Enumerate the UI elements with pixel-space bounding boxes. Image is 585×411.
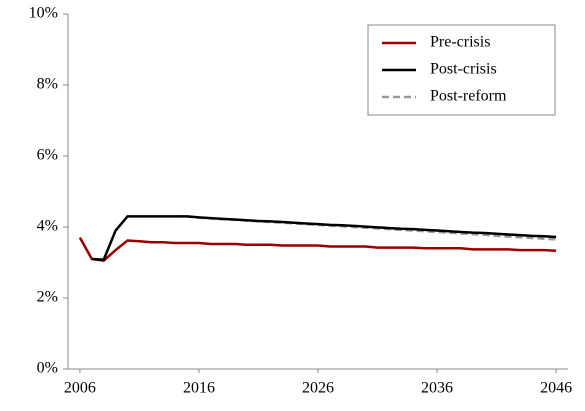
y-tick-label: 8%	[37, 76, 58, 93]
line	[78, 237, 557, 263]
x-tick-label: 2046	[540, 380, 572, 397]
y-tick-label: 6%	[37, 147, 58, 164]
x-tick-label: 2016	[183, 380, 215, 397]
y-tick-label: 10%	[29, 5, 58, 22]
x-tick-label: 2036	[421, 380, 453, 397]
legend-label: Post-reform	[430, 88, 507, 105]
x-tick-label: 2026	[302, 380, 334, 397]
x-tick-label: 2006	[64, 380, 96, 397]
line	[91, 215, 557, 261]
y-tick-label: 2%	[37, 289, 58, 306]
y-tick-label: 4%	[37, 218, 58, 235]
legend-label: Post-crisis	[430, 61, 497, 78]
legend-label: Pre-crisis	[430, 34, 490, 51]
y-tick-label: 0%	[37, 360, 58, 377]
